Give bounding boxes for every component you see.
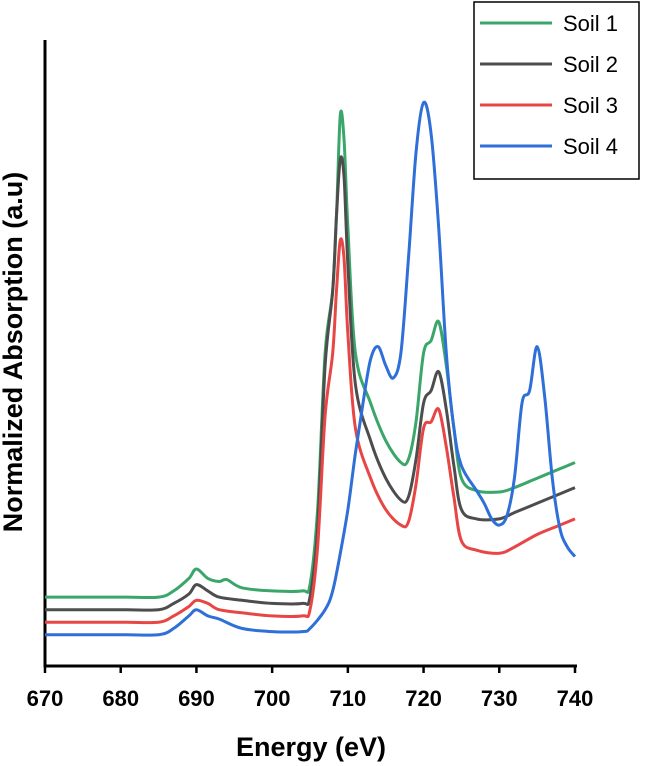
legend-label: Soil 4 bbox=[563, 134, 618, 159]
legend-box bbox=[473, 1, 640, 180]
x-tick-label: 720 bbox=[405, 686, 442, 711]
axes bbox=[43, 40, 577, 668]
legend: Soil 1 Soil 2 Soil 3 Soil 4 bbox=[473, 1, 640, 180]
legend-label: Soil 2 bbox=[563, 52, 618, 77]
x-tick-label: 730 bbox=[481, 686, 518, 711]
x-tick-label: 670 bbox=[27, 686, 64, 711]
x-axis-title: Energy (eV) bbox=[236, 732, 386, 762]
x-tick-label: 690 bbox=[178, 686, 215, 711]
x-tick-label: 710 bbox=[329, 686, 366, 711]
legend-label: Soil 1 bbox=[563, 11, 618, 36]
x-tick-label: 740 bbox=[557, 686, 594, 711]
y-axis-title: Normalized Absorption (a.u) bbox=[0, 172, 28, 533]
plot-area bbox=[44, 100, 577, 637]
series-line-2 bbox=[45, 155, 576, 612]
series-line-1 bbox=[44, 109, 576, 600]
x-tick-label: 680 bbox=[102, 686, 139, 711]
x-tick-label: 700 bbox=[254, 686, 291, 711]
legend-label: Soil 3 bbox=[563, 93, 618, 118]
series-line-3 bbox=[45, 237, 576, 625]
x-ticks: 670 680 690 700 710 720 730 740 bbox=[27, 666, 594, 711]
series-line-4 bbox=[45, 100, 577, 637]
